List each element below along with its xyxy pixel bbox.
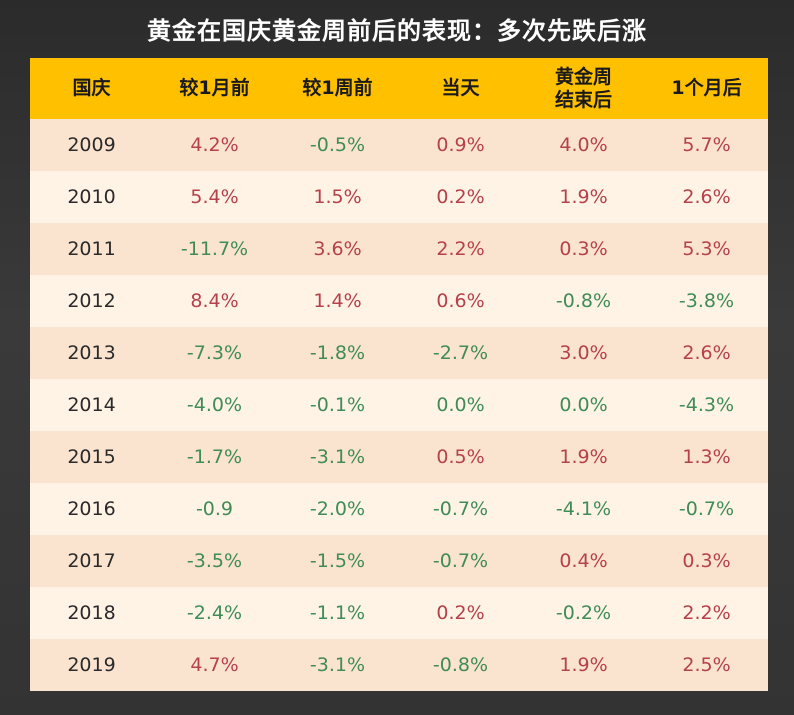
year-cell: 2009 <box>67 134 116 156</box>
table-row: 2009 4.2% -0.5% 0.9% 4.0% 5.7% <box>30 119 768 171</box>
value-cell: -2.4% <box>186 602 243 624</box>
value-cell: -11.7% <box>180 238 249 260</box>
value-cell: -4.1% <box>555 498 612 520</box>
value-cell: 2.2% <box>682 602 731 624</box>
value-cell: 0.2% <box>436 186 485 208</box>
gold-performance-table: 国庆 较1月前 较1周前 当天 黄金周 结束后 1个月后 2009 4.2% -0.5% 0.9%… <box>30 58 768 691</box>
value-cell: -1.8% <box>309 342 366 364</box>
value-cell: 1.9% <box>559 446 608 468</box>
year-cell: 2010 <box>67 186 116 208</box>
value-cell: 0.0% <box>436 394 485 416</box>
table-header-row: 国庆 较1月前 较1周前 当天 黄金周 结束后 1个月后 <box>30 58 768 119</box>
value-cell: 2.2% <box>436 238 485 260</box>
year-cell: 2016 <box>67 498 116 520</box>
table-container: 国庆 较1月前 较1周前 当天 黄金周 结束后 1个月后 2009 4.2% -0.5% 0.9%… <box>30 58 768 691</box>
value-cell: 0.6% <box>436 290 485 312</box>
page-title: 黄金在国庆黄金周前后的表现：多次先跌后涨 <box>147 17 647 45</box>
value-cell: 4.0% <box>559 134 608 156</box>
value-cell: -0.7% <box>678 498 735 520</box>
value-cell: 0.0% <box>559 394 608 416</box>
value-cell: -3.1% <box>309 654 366 676</box>
year-cell: 2012 <box>67 290 116 312</box>
column-header-4: 黄金周 结束后 <box>554 65 612 111</box>
value-cell: -3.1% <box>309 446 366 468</box>
value-cell: 0.4% <box>559 550 608 572</box>
value-cell: 5.7% <box>682 134 731 156</box>
value-cell: 5.4% <box>190 186 239 208</box>
table-row: 2018 -2.4% -1.1% 0.2% -0.2% 2.2% <box>30 587 768 639</box>
value-cell: -4.0% <box>186 394 243 416</box>
year-cell: 2014 <box>67 394 116 416</box>
year-cell: 2018 <box>67 602 116 624</box>
value-cell: 1.4% <box>313 290 362 312</box>
value-cell: -0.8% <box>432 654 489 676</box>
value-cell: -0.1% <box>309 394 366 416</box>
table-row: 2015 -1.7% -3.1% 0.5% 1.9% 1.3% <box>30 431 768 483</box>
value-cell: 3.6% <box>313 238 362 260</box>
value-cell: 1.9% <box>559 186 608 208</box>
column-header-2: 较1周前 <box>302 77 373 99</box>
year-cell: 2013 <box>67 342 116 364</box>
value-cell: 1.9% <box>559 654 608 676</box>
value-cell: -1.5% <box>309 550 366 572</box>
table-row: 2011 -11.7% 3.6% 2.2% 0.3% 5.3% <box>30 223 768 275</box>
table-row: 2019 4.7% -3.1% -0.8% 1.9% 2.5% <box>30 639 768 691</box>
value-cell: -2.7% <box>432 342 489 364</box>
value-cell: -3.5% <box>186 550 243 572</box>
table-row: 2016 -0.9 -2.0% -0.7% -4.1% -0.7% <box>30 483 768 535</box>
value-cell: -0.7% <box>432 550 489 572</box>
year-cell: 2011 <box>67 238 116 260</box>
value-cell: -0.8% <box>555 290 612 312</box>
value-cell: 4.2% <box>190 134 239 156</box>
value-cell: 3.0% <box>559 342 608 364</box>
value-cell: 1.3% <box>682 446 731 468</box>
value-cell: -2.0% <box>309 498 366 520</box>
value-cell: 0.2% <box>436 602 485 624</box>
value-cell: 0.3% <box>682 550 731 572</box>
year-cell: 2019 <box>67 654 116 676</box>
column-header-1: 较1月前 <box>179 77 250 99</box>
value-cell: 8.4% <box>190 290 239 312</box>
column-header-3: 当天 <box>441 77 480 99</box>
value-cell: -3.8% <box>678 290 735 312</box>
value-cell: 0.5% <box>436 446 485 468</box>
table-row: 2017 -3.5% -1.5% -0.7% 0.4% 0.3% <box>30 535 768 587</box>
table-body: 2009 4.2% -0.5% 0.9% 4.0% 5.7% 2010 5.4% 1.5% 0.2… <box>30 119 768 691</box>
value-cell: 2.5% <box>682 654 731 676</box>
value-cell: 0.3% <box>559 238 608 260</box>
value-cell: -1.1% <box>309 602 366 624</box>
table-row: 2014 -4.0% -0.1% 0.0% 0.0% -4.3% <box>30 379 768 431</box>
table-row: 2013 -7.3% -1.8% -2.7% 3.0% 2.6% <box>30 327 768 379</box>
table-row: 2010 5.4% 1.5% 0.2% 1.9% 2.6% <box>30 171 768 223</box>
table-row: 2012 8.4% 1.4% 0.6% -0.8% -3.8% <box>30 275 768 327</box>
value-cell: 4.7% <box>190 654 239 676</box>
value-cell: -0.5% <box>309 134 366 156</box>
column-header-5: 1个月后 <box>671 77 742 99</box>
value-cell: 0.9% <box>436 134 485 156</box>
year-cell: 2015 <box>67 446 116 468</box>
column-header-0: 国庆 <box>72 77 111 99</box>
value-cell: -4.3% <box>678 394 735 416</box>
value-cell: -0.7% <box>432 498 489 520</box>
value-cell: -7.3% <box>186 342 243 364</box>
value-cell: -0.2% <box>555 602 612 624</box>
value-cell: 2.6% <box>682 342 731 364</box>
value-cell: -0.9 <box>195 498 234 520</box>
value-cell: 2.6% <box>682 186 731 208</box>
value-cell: 5.3% <box>682 238 731 260</box>
value-cell: 1.5% <box>313 186 362 208</box>
value-cell: -1.7% <box>186 446 243 468</box>
year-cell: 2017 <box>67 550 116 572</box>
